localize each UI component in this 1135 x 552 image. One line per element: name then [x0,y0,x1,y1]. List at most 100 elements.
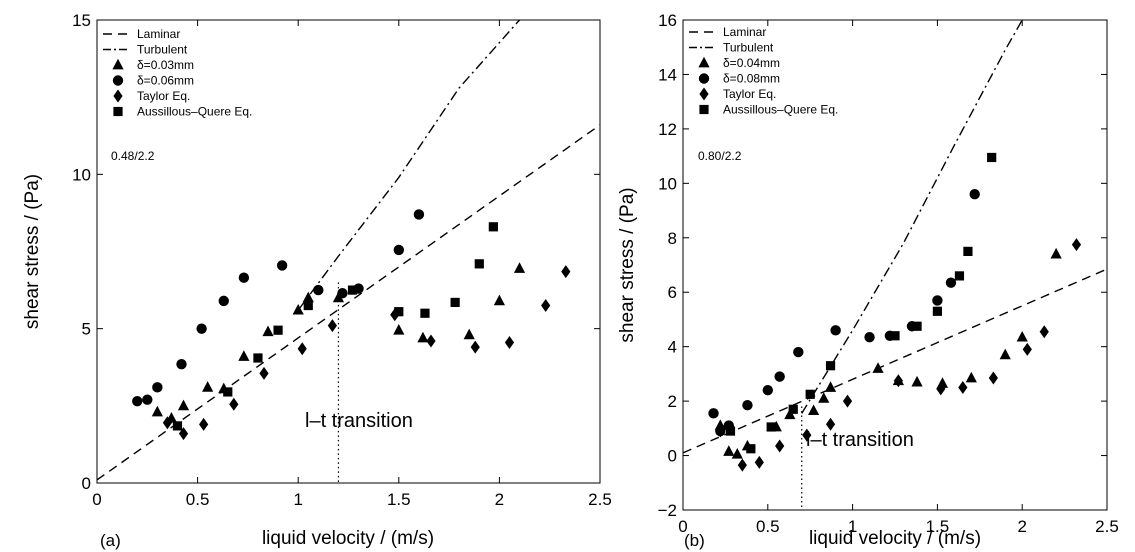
legend-marker [113,106,123,117]
panel-label: (b) [684,531,705,550]
data-layer [97,20,600,483]
y-axis-label: shear stress / (Pa) [22,174,43,329]
circle-point [413,209,425,220]
x-tick-label: 1.5 [926,517,950,536]
square-point [912,321,922,331]
triangle-point [151,405,163,417]
triangle-point [872,362,884,373]
legend-marker [699,87,709,101]
series-diamond [715,238,1082,472]
legend-label: Laminar [723,25,766,39]
legend-label: Turbulent [137,43,188,57]
triangle-point [493,294,505,306]
square-point [488,222,498,232]
series-circle [708,189,980,437]
axes-box [682,19,1108,511]
circle-point [132,396,143,407]
x-tick-label: 0 [92,490,101,509]
triangle-point [807,404,820,416]
square-point [932,306,942,316]
diamond-point [893,374,903,388]
diamond-point [541,299,551,313]
y-tick-label: 12 [658,120,677,139]
square-point [420,308,430,318]
square-point [890,331,900,341]
triangle-point [177,399,190,411]
diamond-point [297,342,307,356]
data-layer [683,20,1107,510]
transition-label: l–t transition [806,429,914,451]
square-point [273,325,283,335]
circle-point [708,408,719,419]
diamond-point [715,424,725,438]
legend-label: δ=0.08mm [723,72,780,86]
triangle-point [1050,247,1062,259]
triangle-point [731,447,743,459]
diamond-point [426,334,436,348]
series-square [725,152,997,454]
circle-point [762,385,773,396]
square-point [253,353,263,363]
y-tick-label: 15 [72,11,91,30]
triangle-point [818,392,830,403]
diamond-point [1071,238,1082,252]
triangle-point [513,262,526,273]
square-point [474,259,484,269]
circle-point [774,371,785,382]
circle-point [969,189,980,200]
ratio-annotation: 0.80/2.2 [698,149,742,163]
panel-label: (a) [100,531,121,550]
square-point [303,300,313,311]
circle-point [218,295,229,307]
triangle-point [824,381,837,392]
x-tick-label: 0.5 [756,517,780,536]
circle-point [793,346,804,358]
ratio-annotation: 0.48/2.2 [111,149,155,163]
legend-label: δ=0.03mm [137,58,194,72]
circle-point [196,323,207,334]
turbulent-line [297,20,521,311]
diamond-point [1039,325,1049,339]
chart-panel-a: 0 0.5 1 1.5 2 2.5 0 5 10 15 liquid velocity / (m/s… [22,11,612,550]
legend-marker [113,89,123,103]
y-tick-label: −2 [658,501,677,520]
circle-point [276,260,288,271]
x-axis-label: liquid velocity / (m/s) [809,528,981,549]
y-axis-label: shear stress / (Pa) [617,187,638,342]
diamond-point [842,394,853,408]
circle-point [864,331,875,343]
y-tick-label: 10 [72,165,91,184]
diamond-point [470,340,480,354]
triangle-point [417,331,429,343]
diamond-point [825,417,836,431]
triangle-point [723,445,735,456]
triangle-point [1016,330,1028,342]
x-tick-label: 1 [848,517,857,536]
y-tick-label: 6 [668,283,677,302]
diamond-point [504,336,515,350]
square-point [725,426,736,436]
diamond-point [162,416,173,430]
legend-label: Laminar [137,27,180,41]
y-tick-label: 10 [658,174,677,193]
triangle-point [463,328,475,340]
laminar-line [97,124,600,481]
y-tick-label: 0 [668,447,677,466]
series-circle [132,209,425,407]
diamond-point [1022,342,1032,356]
triangle-point [302,291,314,303]
x-tick-label: 2 [1017,517,1026,536]
circle-point [337,287,348,299]
square-point [805,389,815,399]
square-point [963,246,973,256]
triangle-point [332,291,345,303]
circle-point [176,358,187,370]
series-square [172,222,498,431]
legend-label: Turbulent [723,41,774,55]
legend-marker [699,104,709,115]
series-triangle [151,262,526,423]
diamond-point [754,455,764,469]
